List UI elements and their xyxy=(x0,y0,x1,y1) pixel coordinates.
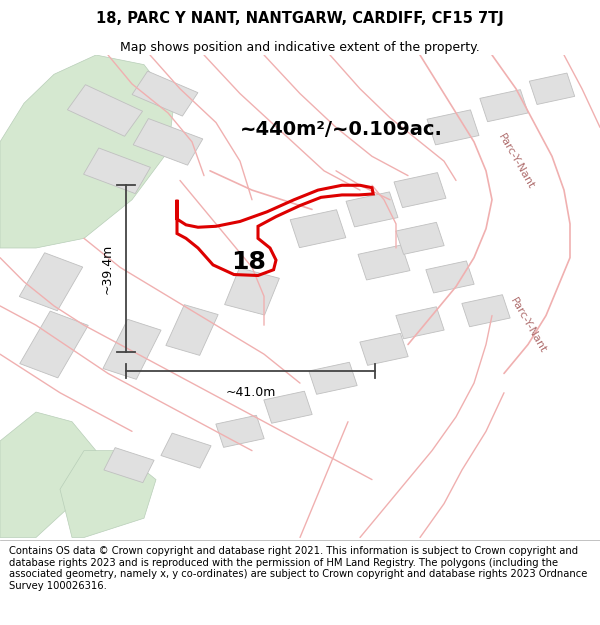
Bar xyxy=(396,222,444,254)
Bar xyxy=(462,295,510,327)
Bar xyxy=(394,173,446,208)
Bar xyxy=(396,307,444,339)
Text: Parc-Y-Nant: Parc-Y-Nant xyxy=(508,296,548,355)
Bar xyxy=(360,333,408,366)
Bar xyxy=(346,192,398,227)
Text: Contains OS data © Crown copyright and database right 2021. This information is : Contains OS data © Crown copyright and d… xyxy=(9,546,587,591)
Bar xyxy=(224,268,280,315)
Bar xyxy=(103,319,161,379)
Polygon shape xyxy=(60,451,156,538)
Bar xyxy=(166,304,218,356)
Bar xyxy=(480,89,528,122)
Bar xyxy=(309,362,357,394)
Polygon shape xyxy=(0,412,96,538)
Text: Map shows position and indicative extent of the property.: Map shows position and indicative extent… xyxy=(120,41,480,54)
Bar xyxy=(529,73,575,104)
Bar xyxy=(83,148,151,194)
Bar xyxy=(161,433,211,468)
Bar xyxy=(133,119,203,165)
Bar xyxy=(427,110,479,145)
Bar xyxy=(216,416,264,447)
Polygon shape xyxy=(0,55,174,248)
Bar xyxy=(132,71,198,116)
Text: ~41.0m: ~41.0m xyxy=(226,386,275,399)
Text: 18: 18 xyxy=(232,251,266,274)
Text: 18, PARC Y NANT, NANTGARW, CARDIFF, CF15 7TJ: 18, PARC Y NANT, NANTGARW, CARDIFF, CF15… xyxy=(96,11,504,26)
Bar xyxy=(290,210,346,248)
Text: ~39.4m: ~39.4m xyxy=(100,243,113,294)
Bar xyxy=(426,261,474,293)
Bar xyxy=(358,245,410,280)
Bar xyxy=(264,391,312,423)
Text: ~440m²/~0.109ac.: ~440m²/~0.109ac. xyxy=(240,120,443,139)
Bar xyxy=(67,84,143,136)
Bar xyxy=(19,253,83,311)
Text: Parc-Y-Nant: Parc-Y-Nant xyxy=(496,132,536,191)
Bar xyxy=(20,311,88,378)
Bar xyxy=(104,448,154,482)
